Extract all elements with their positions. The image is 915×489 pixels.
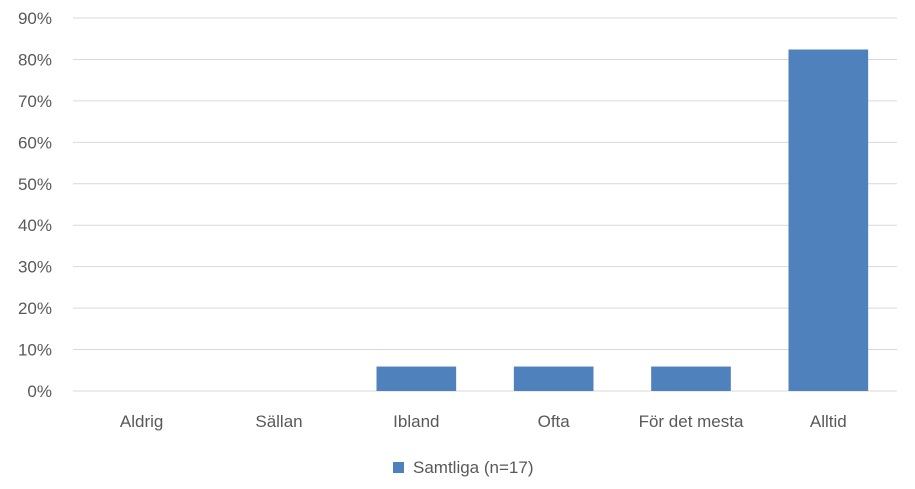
x-category-label: Ofta [538, 412, 571, 431]
x-category-label: Sällan [255, 412, 302, 431]
y-tick-label: 20% [18, 299, 52, 318]
y-tick-label: 40% [18, 216, 52, 235]
x-axis-category-labels: Aldrig Sällan Ibland Ofta För det mesta Allti… [120, 412, 847, 431]
bar-ibland [376, 366, 457, 391]
y-tick-label: 80% [18, 50, 52, 69]
y-tick-label: 0% [27, 382, 52, 401]
x-category-label: Ibland [393, 412, 439, 431]
gridlines [73, 17, 897, 392]
y-tick-label: 30% [18, 258, 52, 277]
legend-label: Samtliga (n=17) [413, 458, 533, 477]
legend-swatch [393, 462, 404, 473]
bars [376, 49, 869, 392]
y-tick-label: 70% [18, 92, 52, 111]
bar-ofta [513, 366, 594, 391]
x-category-label: Alltid [810, 412, 847, 431]
legend: Samtliga (n=17) [393, 458, 533, 477]
y-tick-label: 60% [18, 133, 52, 152]
y-tick-label: 90% [18, 9, 52, 28]
bar-alltid [788, 49, 869, 392]
y-tick-label: 50% [18, 175, 52, 194]
x-category-label: För det mesta [639, 412, 744, 431]
bar-för-det-mesta [651, 366, 731, 391]
x-category-label: Aldrig [120, 412, 163, 431]
y-axis-tick-labels: 0% 10% 20% 30% 40% 50% 60% 70% 80% 90% [18, 9, 52, 401]
y-tick-label: 10% [18, 341, 52, 360]
